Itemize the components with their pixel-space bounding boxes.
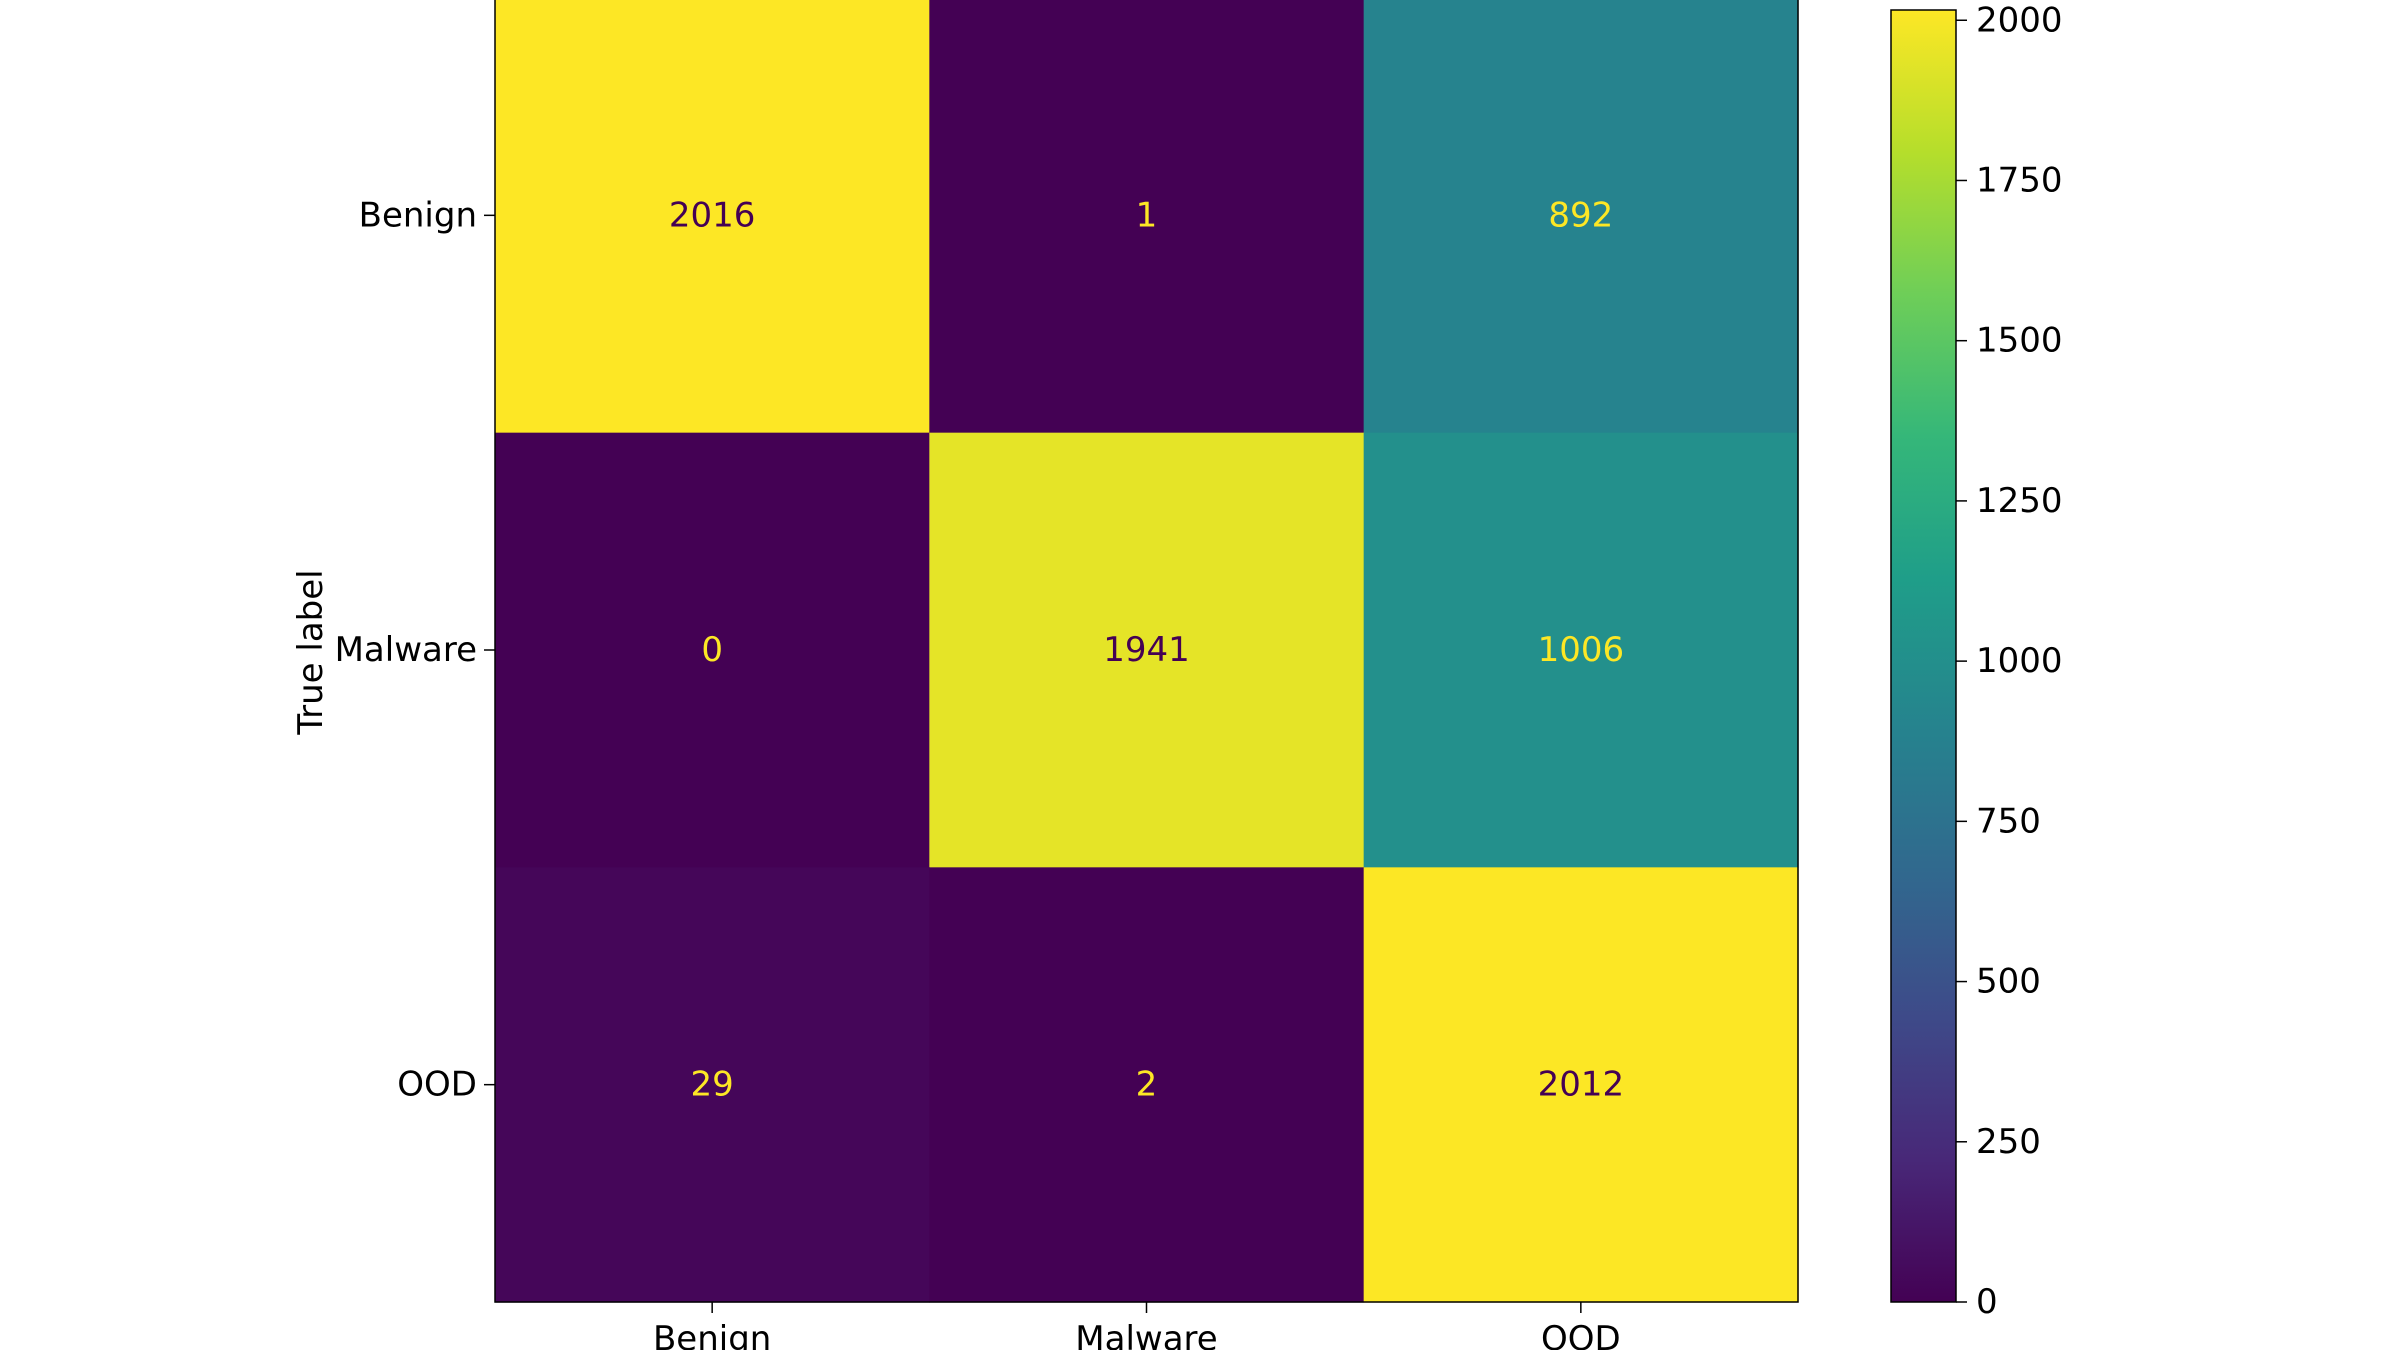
colorbar-tick-label: 0 xyxy=(1976,1282,1998,1322)
cell-value-label: 2012 xyxy=(1538,1065,1625,1105)
heatmap-cell xyxy=(1363,867,1799,1303)
heatmap-cell xyxy=(929,867,1365,1303)
heatmap-cell xyxy=(495,867,930,1303)
cell-value-label: 0 xyxy=(701,630,723,670)
heatmap-cell xyxy=(1363,0,1799,434)
heatmap-cell xyxy=(929,432,1365,868)
colorbar-tick-label: 2000 xyxy=(1976,0,2063,40)
y-axis-label: True label xyxy=(291,569,331,735)
x-tick-label: Benign xyxy=(653,1319,771,1350)
y-tick-label: Malware xyxy=(335,630,477,670)
y-tick-label: Benign xyxy=(359,195,477,235)
cell-value-label: 2016 xyxy=(669,195,756,235)
x-tick-label: OOD xyxy=(1541,1319,1621,1350)
y-tick-label: OOD xyxy=(397,1065,477,1105)
colorbar-tick-label: 750 xyxy=(1976,801,2041,841)
heatmap-cell xyxy=(1363,432,1799,868)
colorbar-tick-label: 1250 xyxy=(1976,481,2063,521)
heatmap-cell xyxy=(495,432,930,868)
heatmap-cell xyxy=(495,0,930,434)
cell-value-labels: 2016 1 892 0 1941 1006 29 2 2012 xyxy=(669,195,1624,1104)
colorbar-ticks: 0 250 500 750 1000 1250 1500 1750 2000 xyxy=(1956,0,2063,1322)
heatmap-cells xyxy=(495,0,1799,1303)
heatmap-cell xyxy=(929,0,1365,434)
colorbar-tick-label: 1750 xyxy=(1976,160,2063,200)
y-axis: Benign Malware OOD xyxy=(335,195,495,1105)
cell-value-label: 1 xyxy=(1136,195,1158,235)
colorbar-tick-label: 1500 xyxy=(1976,321,2063,361)
x-tick-label: Malware xyxy=(1075,1319,1217,1350)
cell-value-label: 892 xyxy=(1548,195,1613,235)
x-axis: Benign Malware OOD xyxy=(653,1302,1621,1350)
cell-value-label: 29 xyxy=(691,1065,734,1105)
cell-value-label: 1006 xyxy=(1538,630,1625,670)
colorbar-tick-label: 250 xyxy=(1976,1122,2041,1162)
colorbar-tick-label: 500 xyxy=(1976,962,2041,1002)
cell-value-label: 2 xyxy=(1136,1065,1158,1105)
cell-value-label: 1941 xyxy=(1103,630,1190,670)
colorbar-tick-label: 1000 xyxy=(1976,641,2063,681)
colorbar xyxy=(1890,9,1957,1303)
